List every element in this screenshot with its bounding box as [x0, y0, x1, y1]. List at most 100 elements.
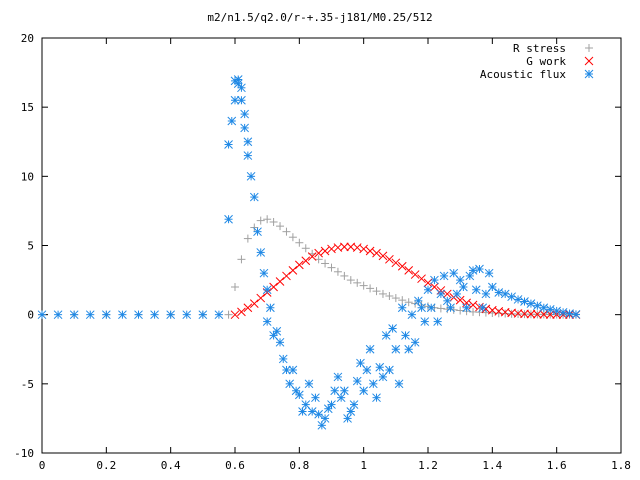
data-point [237, 83, 246, 93]
data-point [417, 303, 426, 313]
x-tick-label: 0.4 [161, 459, 181, 472]
y-tick-label: -5 [21, 378, 34, 391]
data-point [288, 233, 297, 242]
data-point [249, 299, 259, 308]
data-point [224, 310, 233, 319]
data-point [475, 264, 484, 274]
data-point [346, 276, 355, 285]
data-point [166, 310, 176, 320]
data-point [295, 238, 304, 247]
data-point [394, 379, 404, 389]
data-point [353, 278, 362, 287]
data-point [391, 344, 401, 354]
data-point [378, 372, 388, 382]
data-point [276, 222, 285, 231]
data-point [462, 303, 471, 313]
axis-ticks: 0 0.2 0.4 0.6 0.8 1 1.2 1.4 1.6 1.8 -10 -5 0 5 10 15 20 [14, 32, 631, 472]
data-point [385, 254, 394, 264]
data-point [513, 295, 523, 304]
data-point [359, 386, 369, 396]
data-point [294, 260, 304, 270]
data-point [320, 246, 330, 256]
y-tick-label: 15 [21, 101, 34, 114]
data-point [423, 285, 433, 295]
data-point [442, 289, 452, 299]
data-point [301, 256, 311, 266]
legend-marker [584, 56, 594, 66]
data-point [230, 95, 240, 105]
data-point [446, 303, 455, 313]
data-point [323, 404, 333, 414]
data-point [520, 309, 529, 319]
data-point [375, 362, 385, 372]
data-point [571, 310, 581, 319]
data-point [407, 310, 417, 320]
data-point [275, 277, 285, 286]
data-point [346, 407, 356, 416]
data-point [317, 420, 327, 430]
data-point [256, 293, 266, 303]
data-point [240, 109, 250, 119]
data-point [237, 95, 246, 105]
data-point [282, 227, 291, 236]
data-point [449, 305, 458, 314]
data-point [307, 252, 317, 261]
data-point [372, 248, 381, 258]
data-point [301, 244, 310, 253]
data-point [442, 296, 452, 306]
data-point [410, 337, 420, 347]
x-tick-label: 1 [360, 459, 367, 472]
data-point [237, 255, 246, 264]
data-point [397, 303, 407, 313]
data-point [439, 271, 449, 281]
data-point [330, 386, 340, 396]
data-point [520, 297, 529, 306]
data-point [301, 400, 311, 409]
y-tick-label: -10 [14, 447, 34, 460]
series-acoustic-flux [37, 75, 581, 430]
data-point [250, 223, 259, 232]
data-point [388, 324, 397, 333]
x-tick-label: 1.8 [611, 459, 631, 472]
x-tick-label: 1.2 [418, 459, 438, 472]
data-point [269, 217, 278, 226]
data-point [314, 248, 323, 258]
data-point [401, 331, 410, 340]
data-point [539, 303, 549, 313]
data-point [230, 310, 240, 320]
data-point [333, 267, 342, 276]
data-point [118, 310, 127, 320]
data-point [243, 151, 253, 160]
data-point [340, 271, 349, 280]
data-point [269, 331, 278, 340]
data-point [336, 393, 346, 403]
data-point [249, 192, 259, 202]
data-point [262, 285, 272, 295]
data-point [314, 255, 323, 264]
series-r-stress [38, 215, 580, 319]
data-point [288, 365, 298, 375]
data-point [487, 282, 497, 292]
data-point [237, 307, 246, 317]
data-point [327, 263, 336, 272]
data-point [436, 289, 446, 299]
x-tick-label: 0.6 [225, 459, 245, 472]
data-point [420, 317, 430, 326]
data-point [456, 306, 465, 315]
data-point [256, 248, 266, 257]
legend-marker [585, 44, 593, 52]
data-point [321, 259, 330, 268]
data-point [391, 258, 401, 268]
data-point [471, 285, 481, 295]
series-layer [37, 75, 581, 430]
data-point [410, 270, 420, 279]
data-point [243, 137, 253, 147]
data-point [101, 310, 111, 320]
data-point [233, 79, 243, 89]
data-point [443, 305, 452, 314]
data-point [455, 295, 465, 305]
data-point [182, 310, 192, 320]
data-point [37, 310, 47, 320]
data-point [372, 393, 381, 403]
